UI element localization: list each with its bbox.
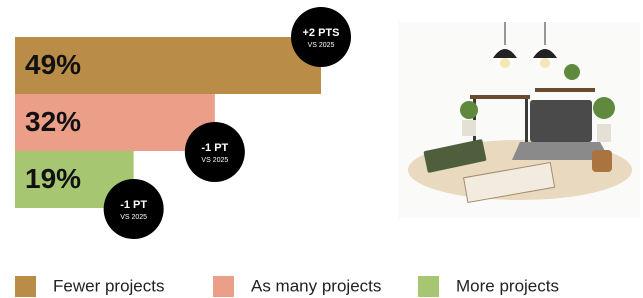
legend-swatch [418, 276, 439, 297]
chart: 49% +2 PTS VS 2025 Fewer projects 32% -1 PT VS… [0, 0, 643, 298]
value-label: 49% [25, 49, 81, 80]
value-label: 19% [25, 163, 81, 194]
legend-label: As many projects [251, 276, 381, 295]
legend-swatch [213, 276, 234, 297]
change-note: VS 2025 [120, 214, 147, 221]
change-value: +2 PTS [303, 27, 340, 39]
value-label: 32% [25, 106, 81, 137]
legend-swatch [15, 276, 36, 297]
legend-label: More projects [456, 276, 559, 295]
change-value: -1 PT [120, 199, 147, 211]
change-value: -1 PT [201, 142, 228, 154]
illustration [398, 22, 640, 218]
change-note: VS 2025 [308, 42, 335, 49]
legend-label: Fewer projects [53, 276, 164, 295]
change-note: VS 2025 [201, 157, 228, 164]
